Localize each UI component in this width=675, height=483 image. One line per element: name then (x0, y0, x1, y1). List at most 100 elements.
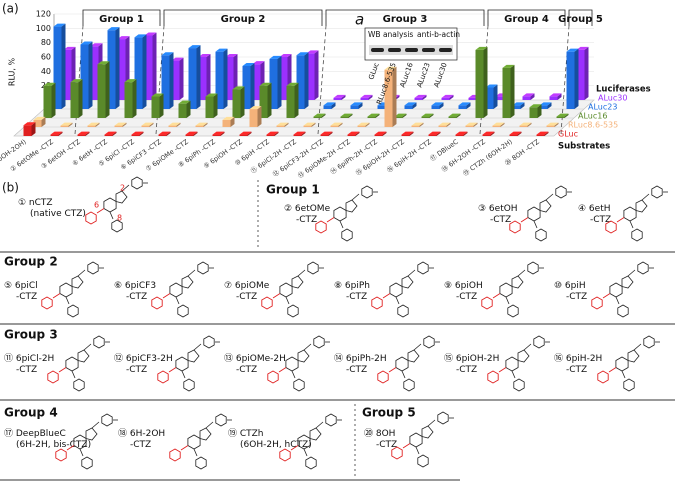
bar (239, 134, 248, 136)
bar-top (428, 131, 441, 135)
bar-side (247, 131, 252, 136)
bar-side (166, 131, 171, 136)
bar-top (90, 43, 103, 47)
ring (621, 275, 634, 289)
ring (605, 220, 617, 234)
ring (623, 378, 635, 392)
bar-top (134, 34, 147, 38)
bar-top (23, 122, 36, 126)
structure (267, 335, 330, 392)
bar (320, 134, 329, 136)
compound-label-line: -CTZ (490, 215, 511, 225)
legend-label: GLuc (558, 130, 578, 139)
bar-top (239, 131, 252, 135)
bar (566, 51, 575, 109)
ring (527, 261, 539, 275)
bar (529, 107, 538, 118)
compound-label: ⑧ 6piPh -CTZ (334, 281, 370, 302)
bar (266, 134, 275, 136)
bond (616, 217, 625, 223)
bar (509, 134, 518, 136)
compound-label-line: -CTZ (16, 292, 37, 302)
bar-side (122, 122, 127, 127)
ring (169, 282, 183, 298)
bar-top (455, 131, 468, 135)
bar (242, 66, 251, 109)
compound-label: ⑭ 6piPh-2H -CTZ (334, 353, 387, 375)
bond (285, 296, 290, 305)
ring (627, 349, 640, 363)
bar (323, 105, 332, 109)
bar (414, 97, 423, 100)
ring (85, 427, 98, 441)
bar-side (409, 131, 414, 136)
ring (67, 304, 79, 318)
bar-top (306, 50, 319, 54)
bar-top (333, 94, 346, 98)
bar (198, 57, 207, 100)
bar-side (493, 84, 498, 109)
bar (212, 134, 221, 136)
bar-top (441, 94, 454, 98)
bar-top (225, 54, 238, 57)
bond (162, 293, 171, 299)
bond (407, 269, 416, 277)
bond (517, 269, 526, 277)
bar (502, 67, 511, 118)
blot-band (388, 48, 401, 52)
ring (505, 356, 519, 372)
ring (41, 296, 53, 310)
compound-label-line: -CTZ (126, 292, 147, 302)
compound-label: ⑤ 6piCl -CTZ (4, 281, 38, 302)
ring (409, 432, 423, 448)
bar (455, 134, 464, 136)
bar-top (107, 27, 120, 31)
structure (597, 335, 660, 392)
y-axis-label: RLU, % (8, 58, 17, 87)
bar (350, 105, 359, 109)
ring (197, 261, 209, 275)
legend-label: ALuc16 (578, 112, 607, 121)
bar-top (158, 131, 171, 135)
compound-label: ④ 6etH -CTZ (578, 204, 611, 225)
category-axis-label: Substrates (558, 142, 610, 152)
ring (401, 275, 414, 289)
bar-side (85, 131, 90, 136)
bar-side (88, 41, 93, 109)
bar (333, 97, 342, 100)
bar (178, 103, 187, 118)
bond (121, 184, 130, 192)
ring (101, 413, 113, 427)
bar-top (485, 84, 498, 88)
ring (287, 304, 299, 318)
bar (151, 96, 160, 118)
bar-side (31, 122, 36, 136)
legend-label: RLuc8.6-535 (568, 121, 618, 130)
bar-top (519, 122, 532, 126)
bond (415, 446, 420, 455)
bond (290, 445, 299, 451)
compound-label: ⑨ 6piOH -CTZ (444, 281, 483, 302)
ring (293, 378, 305, 392)
compound-label: ⑲ CTZh (6OH-2H, hCTZ) (228, 428, 312, 450)
bond (303, 448, 308, 457)
bar-top (296, 52, 309, 56)
bar-top (438, 122, 451, 126)
bar-top (576, 46, 589, 50)
compound-label-line: -CTZ (130, 440, 151, 450)
ring (591, 296, 603, 310)
bar (114, 125, 123, 127)
compound-label-line: (6H-2H, bis-CTZ) (16, 440, 91, 450)
bar (286, 85, 295, 118)
bar-top (215, 48, 228, 52)
bond (401, 370, 406, 379)
group-label: Group 5 (558, 14, 603, 25)
ring (637, 261, 649, 275)
compound-label-line: ⑤ 6piCl (4, 281, 38, 291)
bond (545, 193, 554, 201)
bar (374, 134, 383, 136)
bar (448, 116, 457, 118)
bond (402, 443, 411, 449)
bar-top (141, 122, 154, 126)
compound-label-line: ③ 6etOH (478, 204, 518, 214)
